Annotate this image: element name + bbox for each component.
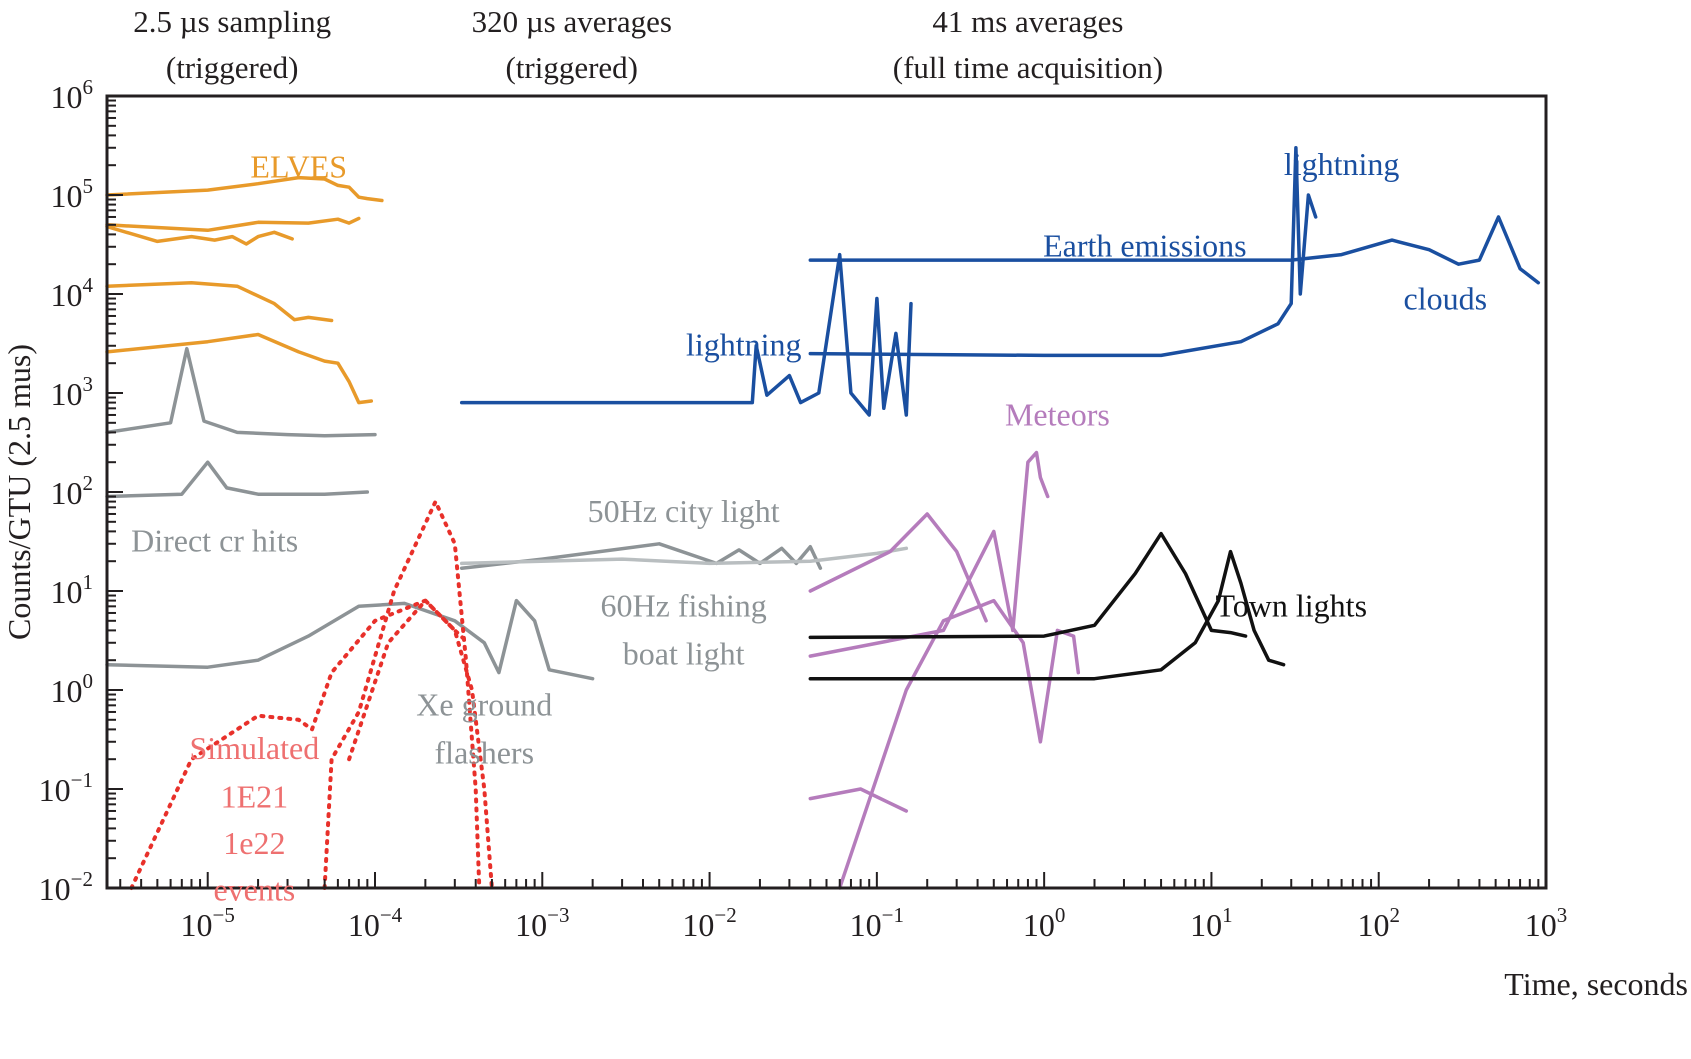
annotation-60hz-fishing: 60Hz fishing [601,588,767,624]
series-meteor-4 [808,787,909,813]
section-headers: 2.5 µs sampling (triggered) 320 µs avera… [133,4,1163,85]
annotation-flashers: flashers [435,735,535,771]
series-direct-cr-hits-2 [105,460,370,499]
annotation-elves: ELVES [250,149,347,185]
x-tick-label: 10−3 [515,903,569,943]
series-elves-4 [105,280,334,323]
annotation-town-lights: Town lights [1215,588,1367,624]
series-xe-ground-flashers [105,598,595,681]
series-simulated-1e21 [129,598,471,890]
series-simulated-1e22 [322,499,482,890]
x-tick-label: 100 [1023,903,1066,943]
series-lightning-320us- [459,252,913,417]
header-1-line-2: (triggered) [166,50,299,85]
series-town-lights-1 [808,531,1248,640]
header-2-line-2: (triggered) [505,50,638,85]
annotation-lightning: lightning [686,326,802,362]
x-axis-title: Time, seconds [1504,966,1688,1002]
y-tick-label: 10−2 [39,867,93,907]
annotation-meteors: Meteors [1005,396,1110,432]
annotation-events: events [213,871,295,907]
y-tick-label: 105 [51,174,94,214]
series-town-lights-2 [808,549,1286,681]
annotation-direct-cr-hits: Direct cr hits [131,523,298,559]
y-tick-label: 10−1 [39,768,93,808]
series-elves-1 [105,175,384,203]
series-earth-emissions-low [808,146,1318,358]
x-tick-label: 10−2 [682,903,736,943]
annotation-1e22: 1e22 [223,825,285,861]
series-earth-emissions [808,215,1541,285]
tick-labels: 10−5 10−4 10−3 10−2 10−1 100 101 102 103 106 105 10… [39,75,1568,943]
y-tick-label: 101 [51,570,94,610]
series-meteor-1 [808,512,988,623]
plot-frame [105,94,1548,890]
y-tick-label: 102 [51,471,94,511]
y-tick-label: 104 [51,273,94,313]
series-meteor-2 [808,450,1050,658]
annotation-1e21: 1E21 [221,779,289,815]
header-3-line-1: 41 ms averages [932,4,1123,39]
y-tick-label: 100 [51,669,94,709]
y-tick-label: 106 [51,75,94,115]
series-elves-2 [105,216,361,233]
series-direct-cr-hits-1 [105,346,377,438]
x-tick-label: 10−4 [348,903,403,943]
series-50hz-city-light [459,542,823,570]
x-tick-label: 103 [1525,903,1568,943]
annotations: ELVES Direct cr hits lightning lightning Ear… [131,146,1487,908]
x-tick-label: 101 [1190,903,1233,943]
series-layer [105,146,1541,890]
y-tick-label: 103 [51,372,94,412]
annotation-earth-emissions: Earth emissions [1043,227,1247,263]
y-axis-title: Counts/GTU (2.5 mus) [1,344,37,640]
annotation-lightning: lightning [1284,146,1400,182]
series-60hz-fishing-boat-light [459,546,909,566]
header-1-line-1: 2.5 µs sampling [133,4,331,39]
header-3-line-2: (full time acquisition) [893,50,1163,85]
x-tick-label: 10−1 [850,903,904,943]
x-tick-label: 10−5 [181,903,235,943]
annotation-clouds: clouds [1404,280,1488,316]
annotation-boat-light: boat light [623,636,745,672]
header-2-line-1: 320 µs averages [472,4,672,39]
axis-ticks [107,95,1547,889]
x-tick-label: 102 [1357,903,1400,943]
annotation-simulated: Simulated [189,730,319,766]
series-elves-5 [105,332,374,405]
annotation-xe-ground: Xe ground [416,687,552,723]
series-meteor-3 [837,598,1081,890]
series-elves-3 [105,224,294,246]
annotation-50hz-city-light: 50Hz city light [588,493,780,529]
